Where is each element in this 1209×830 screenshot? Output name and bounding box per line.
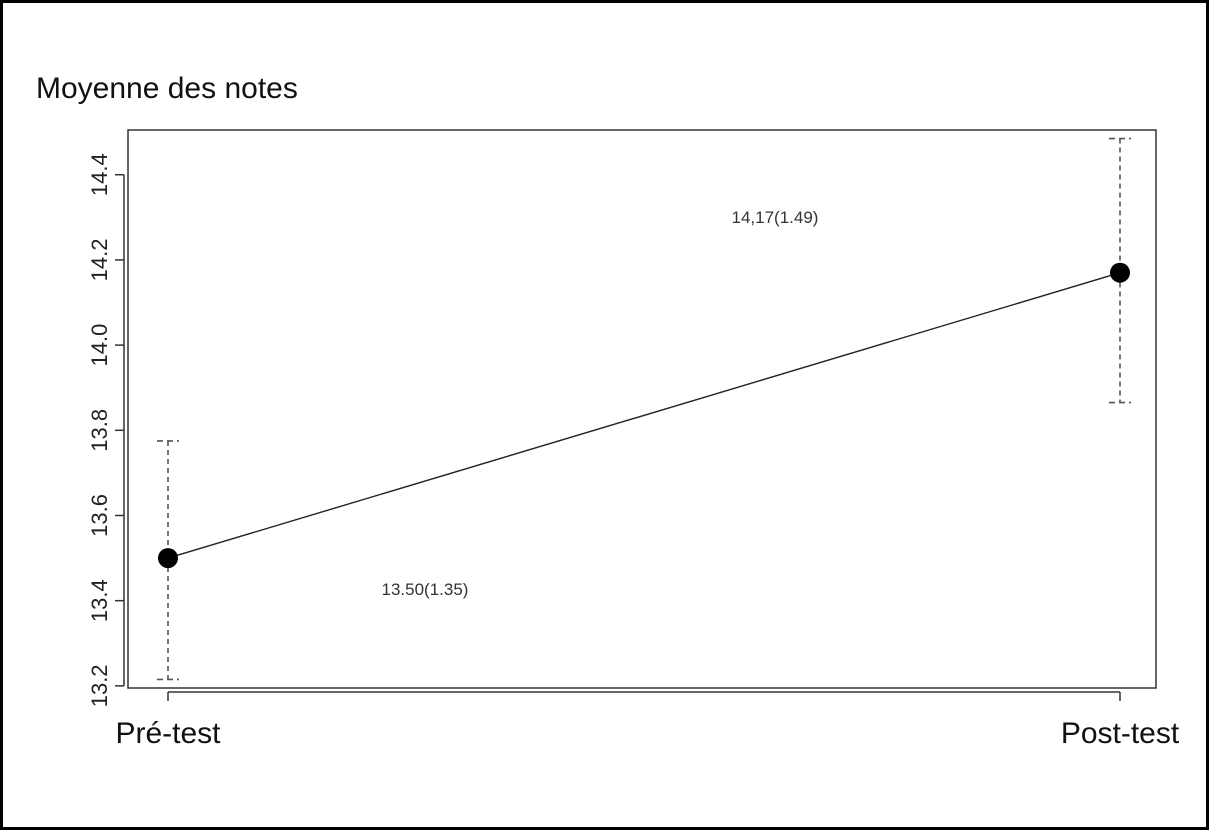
y-axis-label: Moyenne des notes	[36, 72, 298, 105]
data-labels-layer: 13.50(1.35) 14,17(1.49)	[382, 208, 819, 599]
y-tick-label: 13.4	[87, 579, 112, 622]
series-line	[167, 272, 1121, 559]
data-points-layer	[158, 262, 1130, 569]
data-label: 14,17(1.49)	[732, 208, 819, 227]
y-tick-label: 13.8	[87, 409, 112, 452]
line-chart: Moyenne des notes 13.2 13.4 13.6 13.8 14.0 14…	[36, 72, 1180, 750]
error-bars-layer	[157, 137, 1131, 681]
y-tick-label: 14.4	[87, 153, 112, 196]
y-tick-label: 14.0	[87, 324, 112, 367]
data-label: 13.50(1.35)	[382, 580, 469, 599]
axes-layer: 13.2 13.4 13.6 13.8 14.0 14.2 14.4 Pré-test Post…	[87, 153, 1180, 750]
y-tick-label: 13.2	[87, 664, 112, 707]
data-point	[1110, 262, 1130, 283]
y-tick-label: 14.2	[87, 239, 112, 282]
data-point	[158, 548, 178, 569]
plot-area-frame	[127, 129, 1157, 689]
series-line-layer	[167, 272, 1121, 559]
x-tick-label: Pré-test	[115, 717, 221, 750]
y-tick-label: 13.6	[87, 494, 112, 537]
x-tick-label: Post-test	[1061, 717, 1180, 750]
